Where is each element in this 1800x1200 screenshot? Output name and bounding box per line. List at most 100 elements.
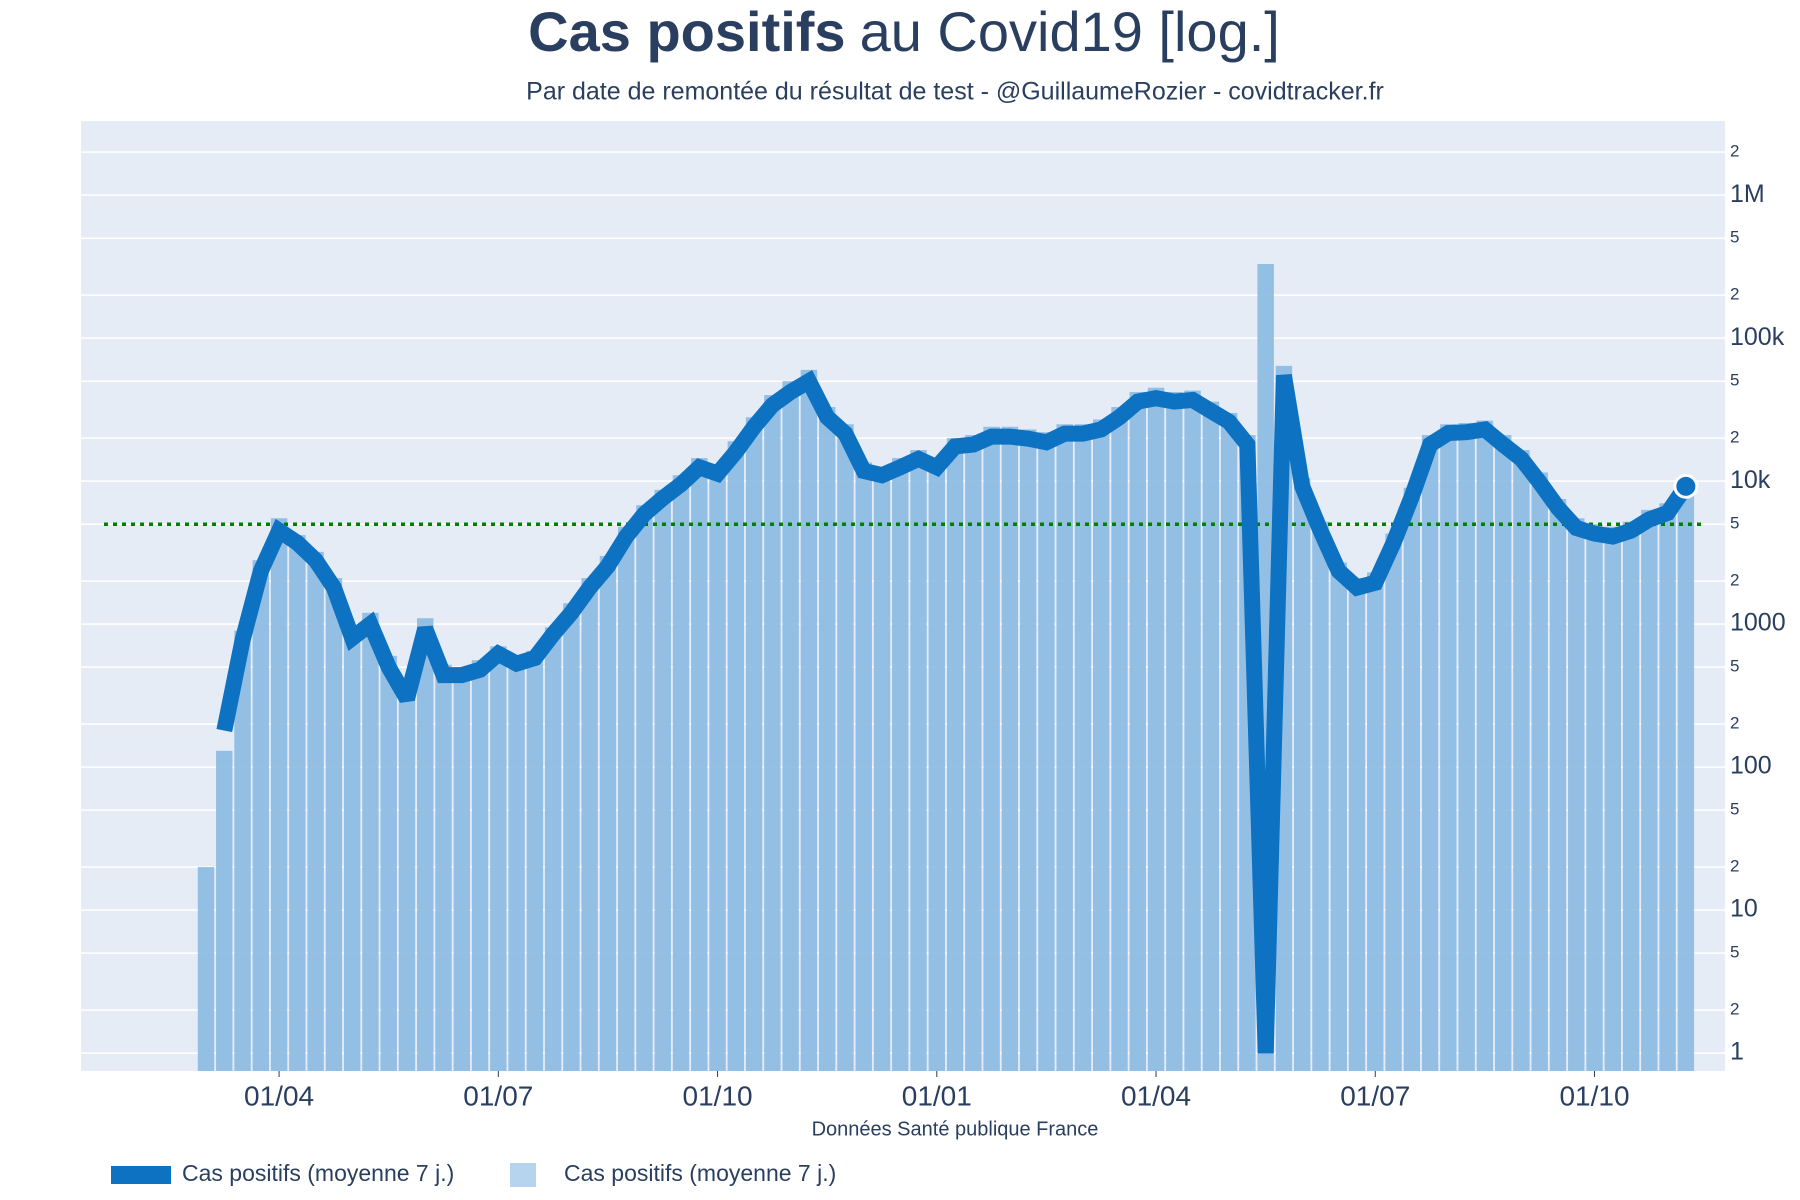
- bar: [1403, 487, 1421, 1071]
- legend-swatch: [510, 1163, 536, 1187]
- title-bold: Cas positifs: [528, 0, 845, 63]
- legend-label: Cas positifs (moyenne 7 j.): [564, 1160, 836, 1186]
- x-tick-label: 01/04: [244, 1080, 314, 1111]
- bar: [289, 535, 306, 1071]
- y-tick-label: 5: [1730, 800, 1739, 819]
- x-tick-label: 01/10: [1559, 1080, 1629, 1111]
- legend-label: Cas positifs (moyenne 7 j.): [182, 1160, 454, 1186]
- bar: [1440, 424, 1457, 1072]
- y-tick-label: 10k: [1730, 466, 1771, 494]
- bar: [1385, 533, 1402, 1071]
- bar: [855, 462, 872, 1071]
- y-tick-label: 2: [1730, 857, 1739, 876]
- bar: [1458, 423, 1475, 1071]
- bar: [490, 646, 507, 1071]
- x-axis-title: Données Santé publique France: [812, 1118, 1099, 1140]
- line: [216, 369, 1693, 1054]
- bar: [636, 505, 653, 1072]
- bar: [581, 578, 598, 1071]
- bar: [1677, 476, 1695, 1071]
- bar: [1202, 401, 1220, 1072]
- y-tick-label: 2: [1730, 571, 1739, 590]
- y-tick-label: 5: [1730, 657, 1739, 676]
- bar: [928, 458, 946, 1071]
- bar: [709, 464, 726, 1071]
- x-tick-label: 01/10: [683, 1080, 753, 1111]
- bar: [892, 458, 909, 1071]
- x-tick-label: 01/07: [463, 1080, 533, 1111]
- bar: [1531, 472, 1548, 1071]
- bar: [1074, 424, 1092, 1072]
- bar: [1586, 524, 1603, 1071]
- x-tick-label: 01/07: [1340, 1080, 1410, 1111]
- bar: [1293, 478, 1311, 1071]
- bar: [398, 689, 416, 1071]
- bar: [1494, 435, 1512, 1072]
- series-group: [197, 263, 1695, 1072]
- bar: [818, 406, 836, 1072]
- bar: [1622, 521, 1640, 1071]
- bar: [1476, 420, 1494, 1071]
- bar: [325, 578, 343, 1071]
- y-tick-label: 5: [1730, 943, 1739, 962]
- bar: [343, 627, 361, 1071]
- bar: [526, 650, 544, 1071]
- bar: [983, 426, 1000, 1072]
- bar: [873, 467, 891, 1071]
- y-tick-label: 2: [1730, 714, 1739, 733]
- subtitle: Par date de remontée du résultat de test…: [526, 78, 1384, 106]
- bar: [508, 655, 525, 1071]
- bar: [471, 660, 489, 1071]
- legend-swatch: [111, 1166, 171, 1184]
- y-tick-label: 1M: [1730, 180, 1765, 208]
- y-tick-label: 2: [1730, 428, 1739, 447]
- bar: [1312, 521, 1329, 1071]
- bar: [1038, 432, 1055, 1072]
- y-tick-label: 1000: [1730, 609, 1786, 637]
- bar: [1549, 499, 1567, 1071]
- bar: [435, 664, 452, 1071]
- bar: [617, 526, 635, 1071]
- y-tick-label: 100k: [1730, 323, 1785, 351]
- bar: [946, 438, 964, 1072]
- bar: [544, 627, 562, 1071]
- y-tick-label: 2: [1730, 285, 1739, 304]
- bar: [654, 489, 671, 1072]
- bar: [380, 655, 397, 1071]
- bar: [362, 612, 379, 1071]
- y-tick-label: 100: [1730, 752, 1772, 780]
- chart-title: Cas positifs au Covid19 [log.]: [528, 0, 1280, 63]
- y-tick-label: 10: [1730, 895, 1758, 923]
- bar: [782, 381, 799, 1071]
- bar: [965, 435, 982, 1072]
- bar: [1056, 424, 1073, 1072]
- y-tick-label: 5: [1730, 228, 1739, 247]
- bar: [307, 551, 324, 1071]
- bar: [563, 603, 580, 1071]
- bar: [1093, 419, 1110, 1072]
- bar: [197, 867, 215, 1071]
- bar: [1367, 572, 1384, 1071]
- x-tick-label: 01/01: [902, 1080, 972, 1111]
- bar: [1604, 526, 1622, 1071]
- bar: [1019, 429, 1037, 1071]
- bar: [800, 369, 818, 1071]
- bar: [234, 630, 251, 1071]
- y-tick-label: 5: [1730, 514, 1739, 533]
- x-tick-label: 01/04: [1121, 1080, 1191, 1111]
- bar: [270, 518, 288, 1071]
- bar: [599, 555, 617, 1071]
- bar: [1568, 518, 1585, 1071]
- bar: [417, 618, 434, 1071]
- bar: [1659, 503, 1676, 1071]
- bar: [1421, 435, 1439, 1072]
- bar: [1220, 412, 1238, 1072]
- bar: [1147, 387, 1165, 1071]
- bar: [216, 750, 233, 1071]
- bar: [1184, 390, 1201, 1071]
- bar: [1513, 450, 1530, 1071]
- y-tick-label: 5: [1730, 371, 1739, 390]
- bar: [910, 450, 927, 1071]
- bar: [252, 560, 270, 1071]
